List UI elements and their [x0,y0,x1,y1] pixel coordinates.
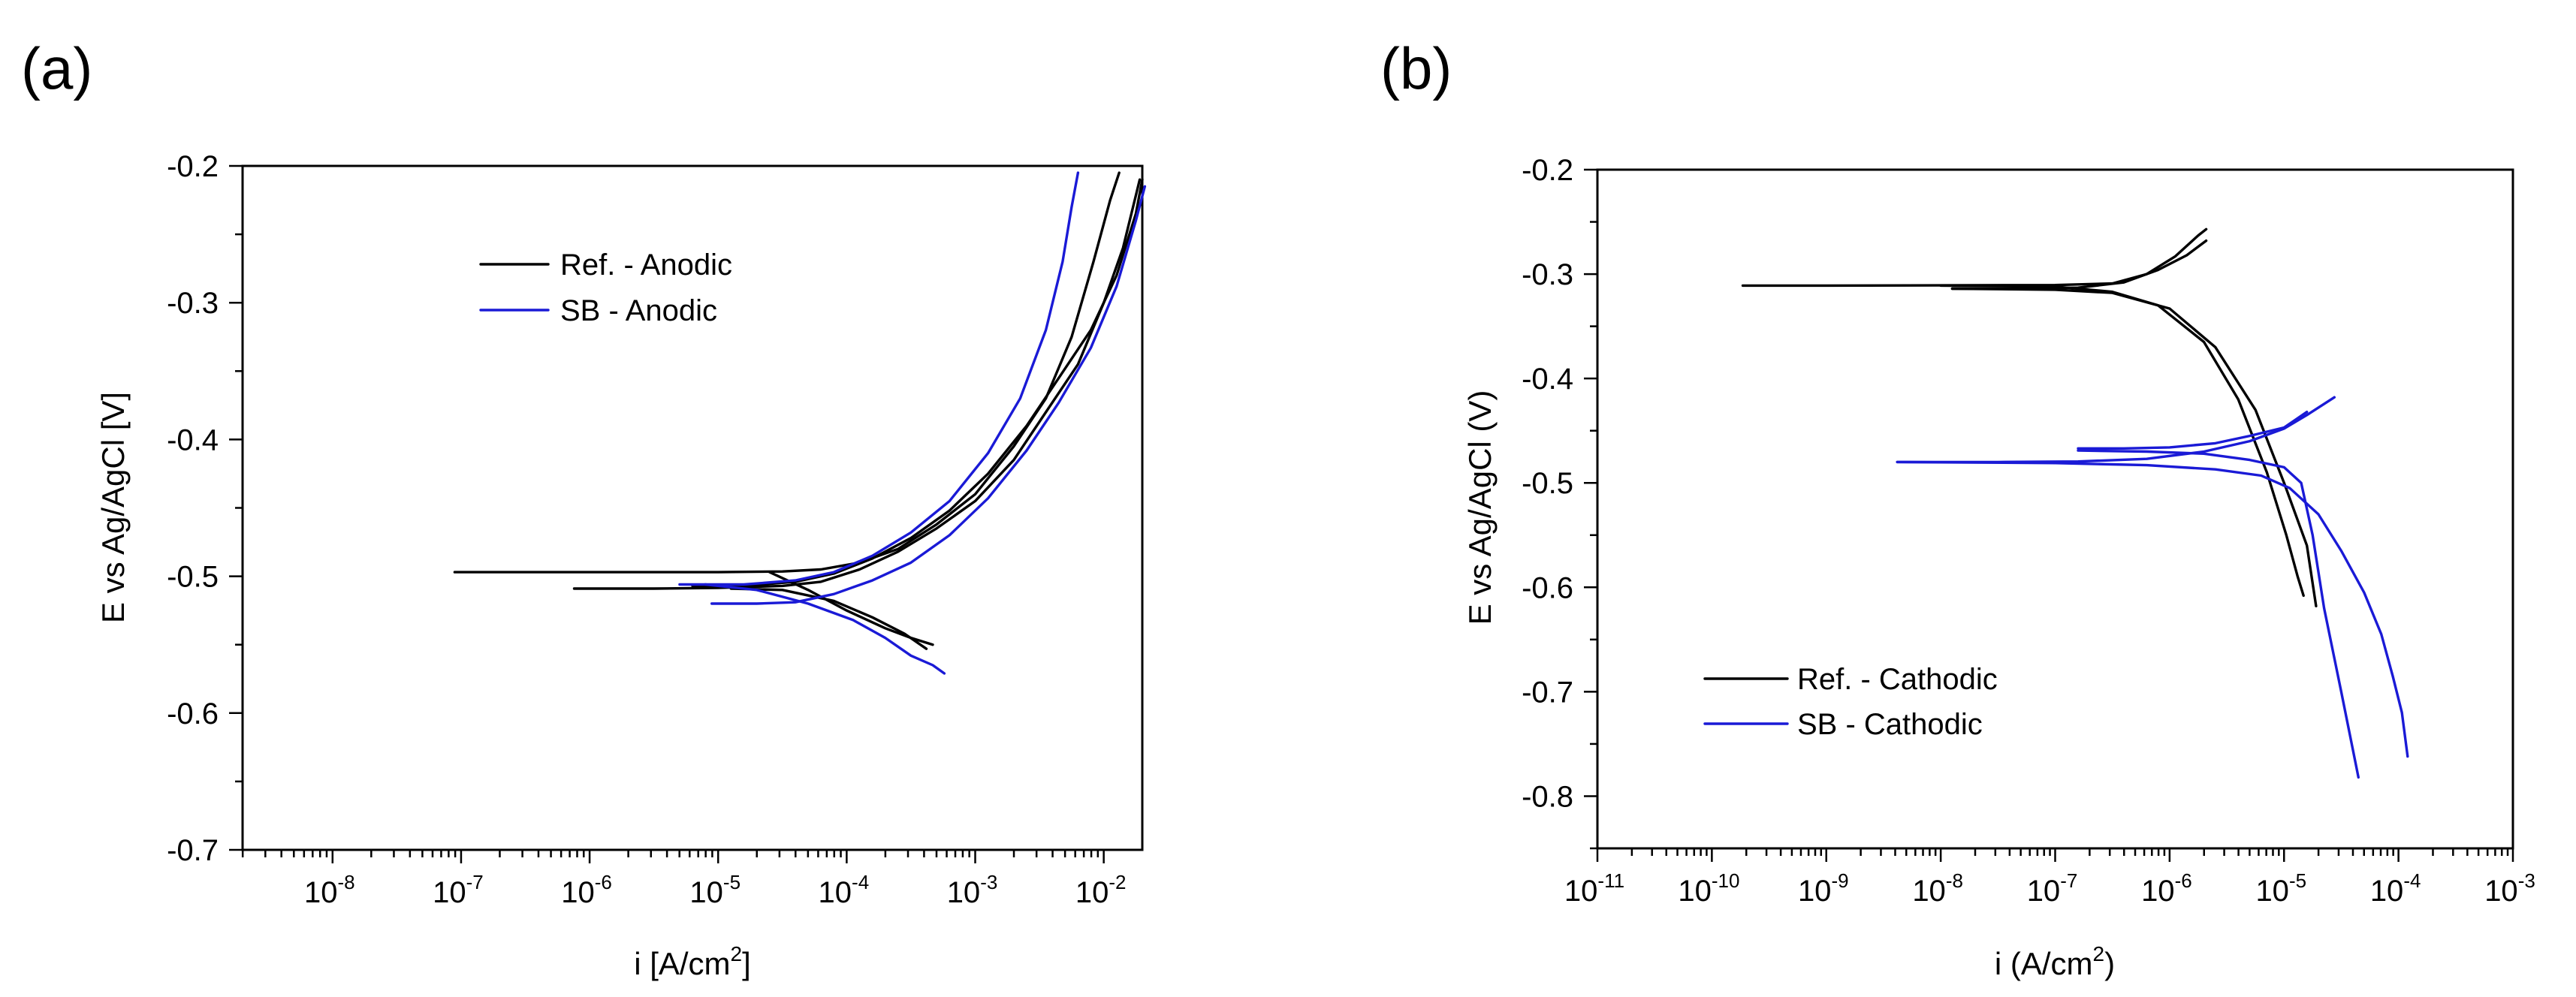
series-line-ref-anodic-2-cathodic-branch [729,587,928,650]
series-line-sb-cathodic-1-anodic [2077,411,2309,450]
y-tick-label: -0.5 [1522,467,1573,500]
x-axis-label-sup-b: 2 [2093,942,2105,965]
x-tick-label: 10-6 [2141,869,2192,908]
x-tick-label: 10-8 [1912,869,1963,908]
x-tick-label: 10-4 [819,871,870,909]
x-tick-label: 10-4 [2370,869,2421,908]
legend-a: Ref. - Anodic SB - Anodic [479,248,732,327]
x-tick-label: 10-6 [561,871,612,909]
y-axis-ticks-a: -0.2 -0.3 -0.4 -0.5 -0.6 -0.7 [167,150,243,867]
series-group-b [1741,227,2409,779]
y-tick-label: -0.7 [167,834,219,867]
x-axis-ticks-a: 10-8 10-7 10-6 10-5 10-4 10-3 10-2 [241,850,1127,909]
x-tick-label: 10-9 [1798,869,1849,908]
series-line-ref-cathodic-2-cathodic [1950,287,2318,607]
y-tick-label: -0.6 [167,697,219,730]
x-axis-label-sup-a: 2 [731,942,743,965]
series-line-sb-cathodic-2-cathodic [1896,460,2409,758]
y-tick-label: -0.7 [1522,676,1573,709]
x-tick-label: 10-3 [947,871,998,909]
legend-label-sb-cathodic: SB - Cathodic [1797,708,1983,741]
y-tick-label: -0.2 [167,150,219,183]
chart-panel-b: (b) 10-11 10-10 10-9 10-8 10-7 10-6 10-5 10-4 10… [1380,35,2535,981]
x-axis-ticks-b: 10-11 10-10 10-9 10-8 10-7 10-6 10-5 10-4 10-3 [1564,848,2535,908]
chart-panel-a: (a) 10-8 10-7 10-6 10-5 10-4 10-3 10-2 -0.2-0.… [21,35,1147,981]
x-tick-label: 10-5 [2255,869,2306,908]
x-tick-label: 10-2 [1075,871,1127,909]
series-group-a [453,171,1147,675]
x-axis-label-text-a: i [A/cm [634,946,730,981]
x-tick-label: 10-7 [2027,869,2078,908]
series-line-ref-cathodic-1-cathodic [1939,284,2305,598]
panel-label-a: (a) [21,35,92,101]
legend-label-ref-anodic: Ref. - Anodic [560,248,732,282]
y-tick-label: -0.8 [1522,780,1573,813]
series-line-ref-anodic-3- [691,178,1144,588]
panel-label-b: (b) [1380,35,1452,101]
x-tick-label: 10-3 [2484,869,2535,908]
x-axis-label-text-b: i (A/cm [1995,946,2093,981]
y-axis-label-b: E vs Ag/AgCl (V) [1462,390,1498,625]
legend-label-ref-cathodic: Ref. - Cathodic [1797,663,1998,696]
x-axis-label-b: i (A/cm2) [1995,942,2115,981]
y-tick-label: -0.4 [167,423,219,456]
series-line-sb-cathodic-1-cathodic [2077,449,2360,779]
x-tick-label: 10-11 [1564,869,1624,908]
y-tick-label: -0.3 [1522,258,1573,291]
y-tick-label: -0.3 [167,287,219,320]
y-tick-label: -0.4 [1522,363,1573,396]
y-axis-ticks-b: -0.2 -0.3 -0.4 -0.5 -0.6 -0.7 -0.8 [1522,154,1597,850]
series-line-ref-cathodic-2-anodic [1950,239,2208,291]
x-tick-label: 10-10 [1678,869,1739,908]
series-line-ref-anodic-1-cathodic-branch [768,571,934,646]
y-tick-label: -0.5 [167,561,219,594]
series-line-sb-anodic-1-cathodic-branch [704,583,946,675]
y-tick-label: -0.6 [1522,571,1573,604]
series-line-sb-anodic-1- [678,171,1080,586]
y-tick-label: -0.2 [1522,154,1573,187]
series-line-ref-anodic-1- [453,171,1121,574]
y-axis-label-a: E vs Ag/AgCl [V] [95,392,131,623]
series-line-sb-anodic-2- [710,185,1147,605]
x-axis-label-end-a: ] [742,946,751,981]
plot-frame-b [1596,168,2514,850]
legend-label-sb-anodic: SB - Anodic [560,294,717,327]
x-tick-label: 10-5 [689,871,741,909]
x-tick-label: 10-7 [433,871,484,909]
x-axis-label-a: i [A/cm2] [634,942,751,981]
x-tick-label: 10-8 [304,871,355,909]
x-axis-label-end-b: ) [2104,946,2115,981]
legend-b: Ref. - Cathodic SB - Cathodic [1703,663,1998,741]
